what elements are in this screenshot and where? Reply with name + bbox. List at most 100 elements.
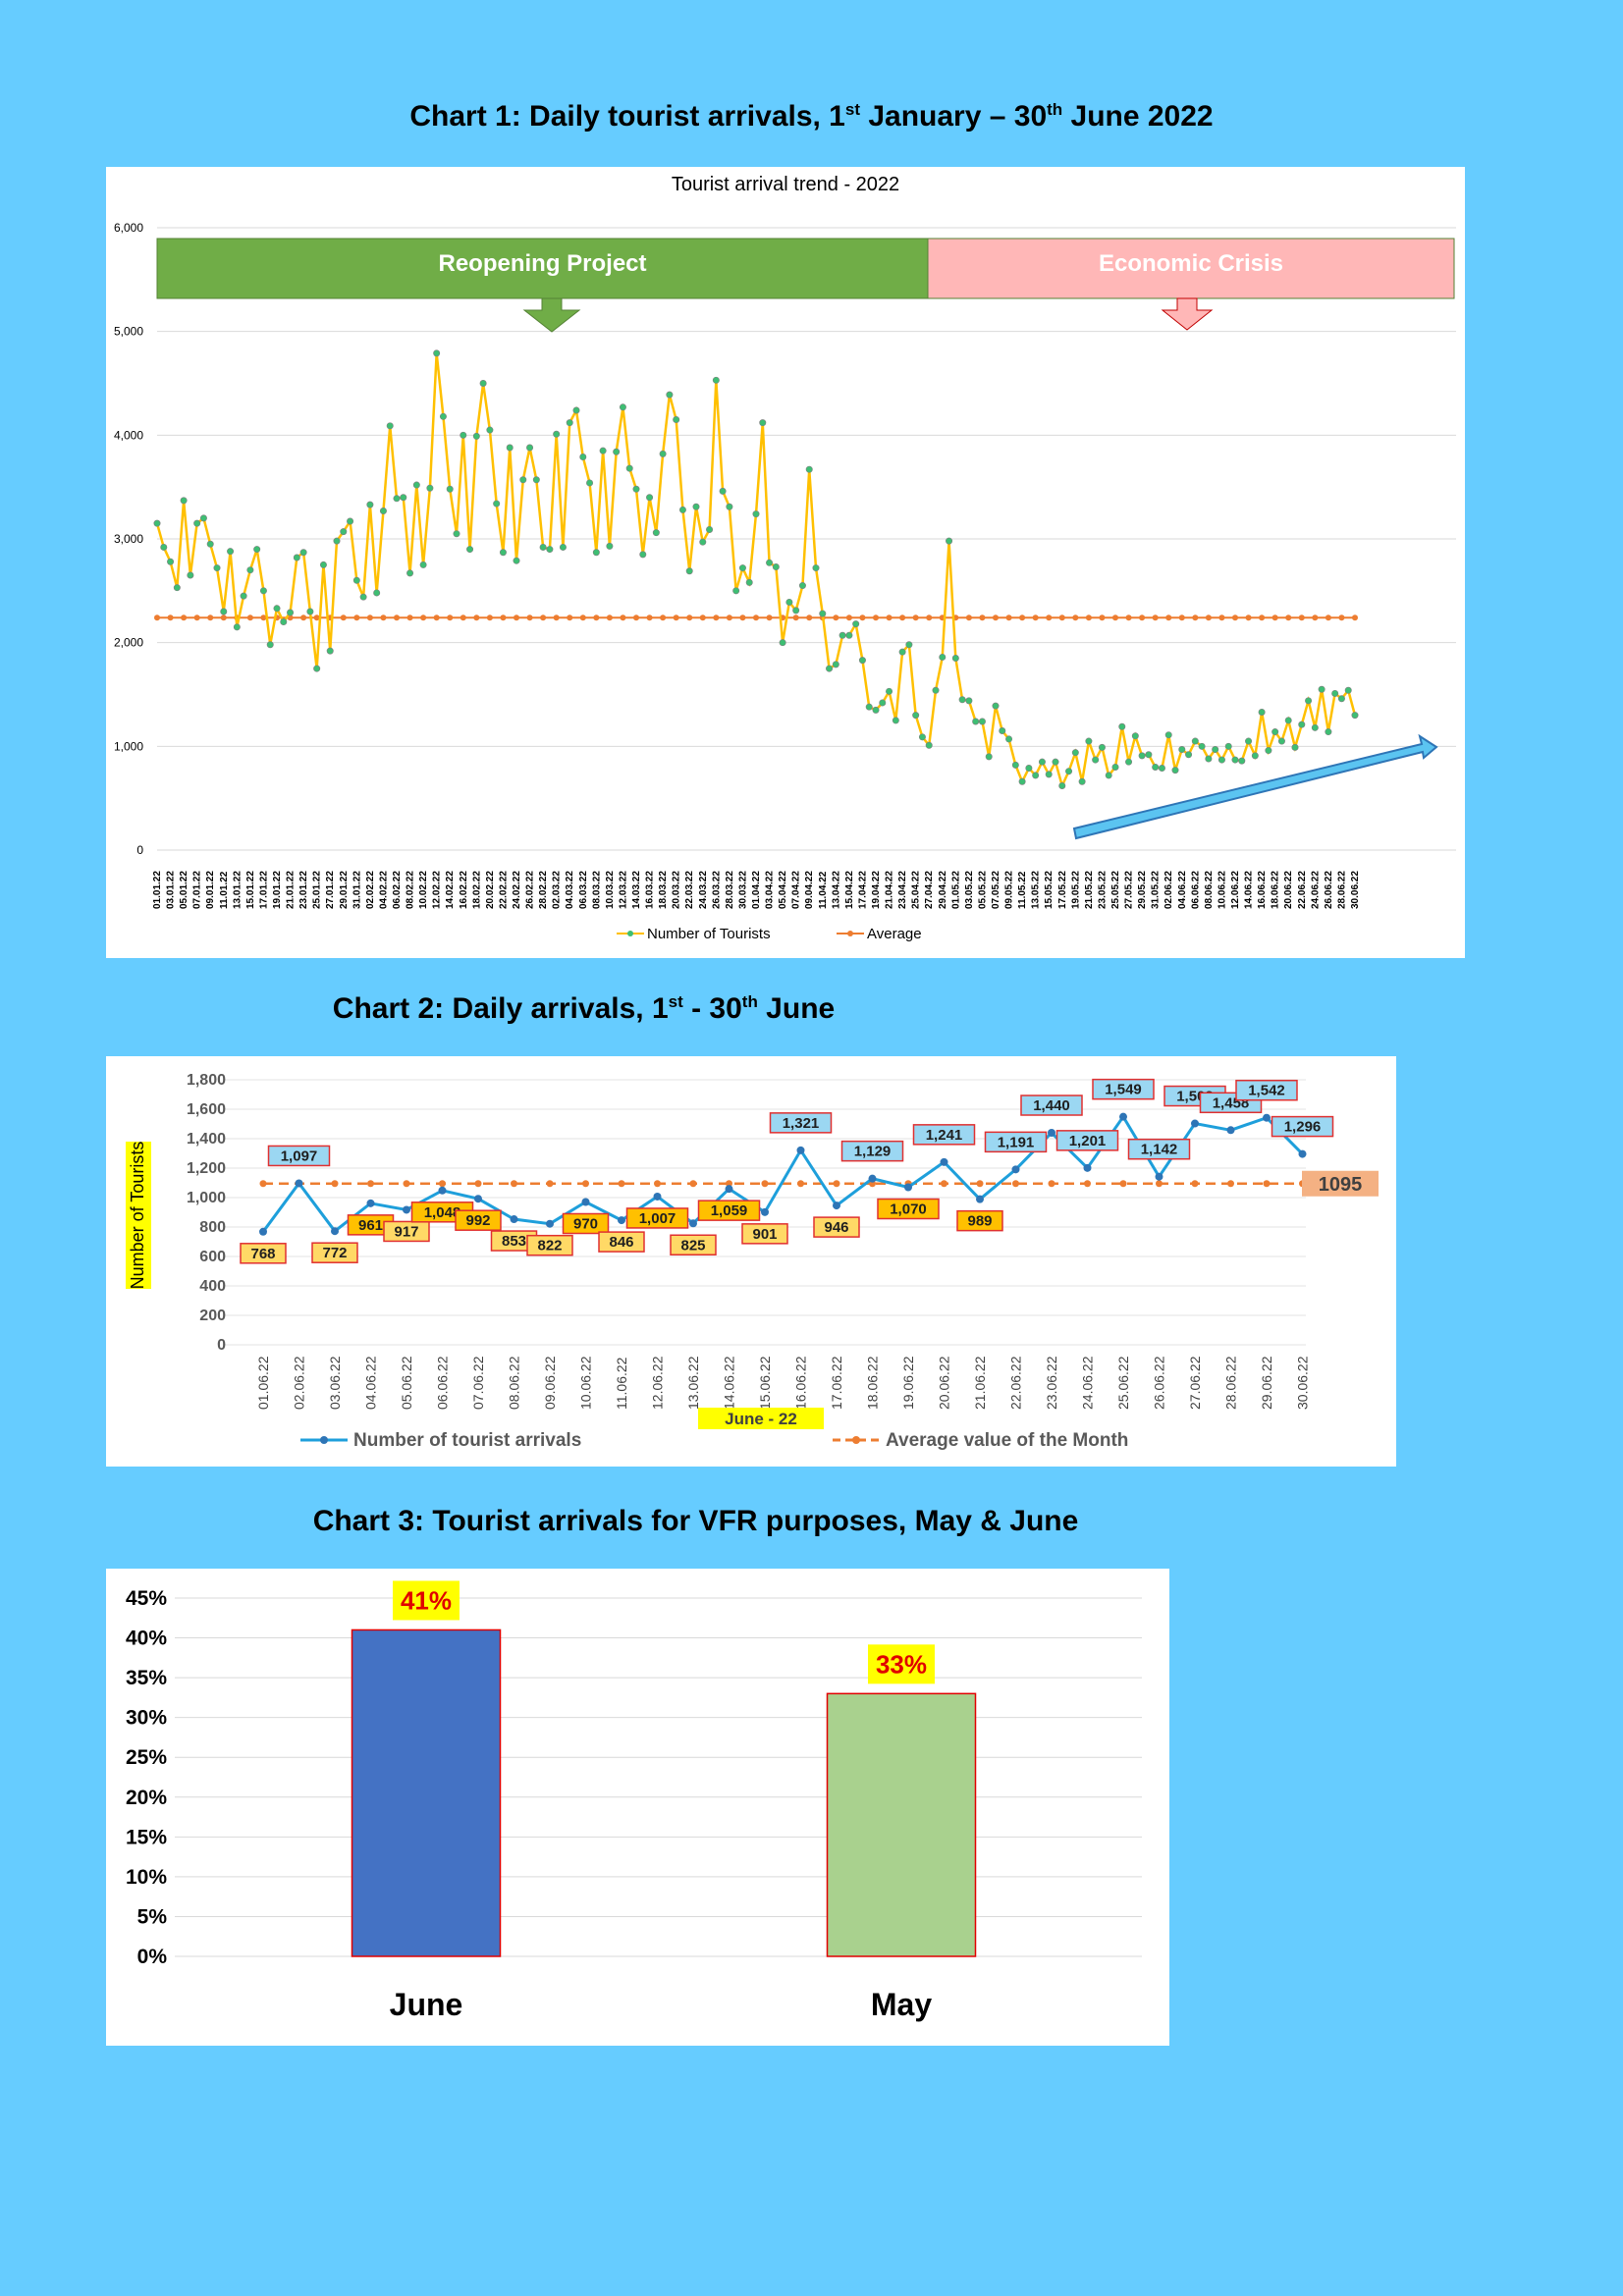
chart1-xtick-label: 16.02.22 bbox=[459, 871, 469, 909]
chart2-average-point bbox=[546, 1180, 554, 1188]
chart3-ytick-label: 25% bbox=[126, 1746, 167, 1769]
chart2-data-point bbox=[438, 1186, 447, 1195]
chart1-average-point bbox=[899, 614, 906, 621]
chart1-xtick-label: 11.05.22 bbox=[1017, 871, 1028, 909]
chart1-data-point bbox=[553, 430, 561, 438]
chart1-data-point bbox=[726, 503, 733, 510]
chart1-data-point bbox=[1105, 772, 1112, 779]
chart1-average-point bbox=[660, 614, 667, 621]
chart1-trend-arrow bbox=[1072, 733, 1438, 840]
chart1-data-point bbox=[599, 447, 607, 454]
chart1-xtick-label: 26.06.22 bbox=[1324, 871, 1334, 909]
chart1-xtick-label: 28.06.22 bbox=[1336, 871, 1347, 909]
chart1-data-point bbox=[379, 507, 387, 514]
chart1-average-point bbox=[726, 614, 732, 621]
chart1-data-point bbox=[193, 519, 201, 527]
chart2-data-point bbox=[725, 1185, 733, 1194]
chart1-average-point bbox=[1005, 614, 1012, 621]
chart1-data-point bbox=[160, 543, 168, 551]
chart1-average-point bbox=[1125, 614, 1132, 621]
chart1-average-point bbox=[979, 614, 986, 621]
chart1-average-point bbox=[1019, 614, 1026, 621]
chart1-data-point bbox=[632, 485, 640, 493]
chart1-data-point bbox=[1078, 777, 1086, 785]
chart2-average-point bbox=[1084, 1180, 1091, 1188]
chart2-data-label-box bbox=[670, 1234, 717, 1255]
chart1-average-point bbox=[1139, 614, 1146, 621]
chart1-data-point bbox=[1238, 757, 1246, 765]
chart1-data-point bbox=[347, 517, 354, 525]
chart2-data-label: 1,007 bbox=[639, 1210, 676, 1227]
chart3-value-label: 33% bbox=[876, 1649, 927, 1679]
chart1-data-point bbox=[1058, 781, 1066, 789]
chart1-average-point bbox=[633, 614, 639, 621]
chart1-xtick-label: 01.05.22 bbox=[950, 871, 961, 909]
chart2-data-label: 917 bbox=[394, 1223, 418, 1240]
chart1-average-point bbox=[699, 614, 706, 621]
chart1-data-point bbox=[1092, 756, 1100, 764]
chart1-xtick-label: 29.05.22 bbox=[1137, 871, 1148, 909]
chart2-xtick-label: 08.06.22 bbox=[507, 1356, 522, 1410]
chart1-data-point bbox=[1032, 772, 1040, 779]
chart1-average-point bbox=[886, 614, 893, 621]
chart1-xtick-label: 04.06.22 bbox=[1177, 871, 1188, 909]
chart1-average-point bbox=[1046, 614, 1053, 621]
chart1-xtick-label: 12.02.22 bbox=[432, 871, 443, 909]
chart2-xtick-label: 16.06.22 bbox=[793, 1356, 809, 1410]
chart2-xtick-label: 04.06.22 bbox=[363, 1356, 379, 1410]
chart2-data-label: 1,059 bbox=[711, 1202, 748, 1219]
chart1-ytick-label: 2,000 bbox=[114, 636, 143, 650]
chart3-bar-june bbox=[351, 1629, 502, 1957]
chart2-xtick-label: 14.06.22 bbox=[722, 1356, 737, 1410]
chart1-xtick-label: 16.03.22 bbox=[645, 871, 656, 909]
chart1-xtick-label: 04.03.22 bbox=[565, 871, 575, 909]
chart2-data-label: 1,070 bbox=[890, 1201, 927, 1218]
chart3-ytick-label: 30% bbox=[126, 1707, 167, 1730]
chart2-ytick-label: 800 bbox=[199, 1219, 226, 1236]
chart2-average-point bbox=[618, 1180, 625, 1188]
chart1-average-point bbox=[1298, 614, 1305, 621]
chart1-data-point bbox=[206, 540, 214, 548]
chart1-data-point bbox=[572, 406, 580, 414]
chart1-data-point bbox=[1258, 708, 1266, 716]
chart2-xtick-label: 03.06.22 bbox=[327, 1356, 343, 1410]
chart1-data-point bbox=[972, 718, 980, 725]
chart1-data-point bbox=[433, 349, 441, 357]
chart2-average-label-box bbox=[1302, 1170, 1379, 1197]
chart1-data-point bbox=[412, 481, 420, 489]
chart1-data-point bbox=[659, 450, 667, 457]
chart1-average-point bbox=[1099, 614, 1106, 621]
chart2-xtick-label: 01.06.22 bbox=[255, 1356, 271, 1410]
chart1-data-point bbox=[352, 576, 360, 584]
chart1-xtick-label: 22.03.22 bbox=[684, 871, 695, 909]
chart1-data-point bbox=[1337, 695, 1345, 703]
chart1-xtick-label: 01.01.22 bbox=[152, 871, 163, 909]
chart1-data-point bbox=[678, 506, 686, 513]
chart1-xtick-label: 27.04.22 bbox=[924, 871, 935, 909]
chart1-data-point bbox=[446, 485, 454, 493]
chart2-average-point bbox=[941, 1180, 947, 1188]
chart1-data-point bbox=[1298, 721, 1306, 728]
chart1-xtick-label: 09.05.22 bbox=[1004, 871, 1015, 909]
chart2-data-point bbox=[1191, 1119, 1199, 1128]
chart2-average-point bbox=[511, 1180, 517, 1188]
chart1-data-point bbox=[785, 598, 793, 606]
chart1-average-point bbox=[313, 614, 320, 621]
chart1-series-line bbox=[155, 352, 1357, 790]
chart3-ytick-label: 5% bbox=[137, 1905, 168, 1928]
chart1-data-point bbox=[187, 571, 194, 579]
chart1-average-point bbox=[993, 614, 999, 621]
chart1-average-point bbox=[792, 614, 799, 621]
chart3-value-label-box bbox=[868, 1644, 935, 1684]
chart1-banner-reopening-label: Reopening Project bbox=[438, 250, 646, 277]
chart1-data-point bbox=[539, 543, 547, 551]
chart1-data-point bbox=[1038, 758, 1046, 766]
chart1-data-point bbox=[240, 592, 247, 600]
chart2-data-point bbox=[581, 1198, 590, 1206]
chart1-data-point bbox=[460, 431, 467, 439]
chart1-data-point bbox=[153, 519, 161, 527]
chart1-xtick-label: 05.01.22 bbox=[179, 871, 189, 909]
chart1-average-point bbox=[845, 614, 852, 621]
chart1-data-point bbox=[912, 712, 920, 720]
chart2-xtick-label: 19.06.22 bbox=[900, 1356, 916, 1410]
